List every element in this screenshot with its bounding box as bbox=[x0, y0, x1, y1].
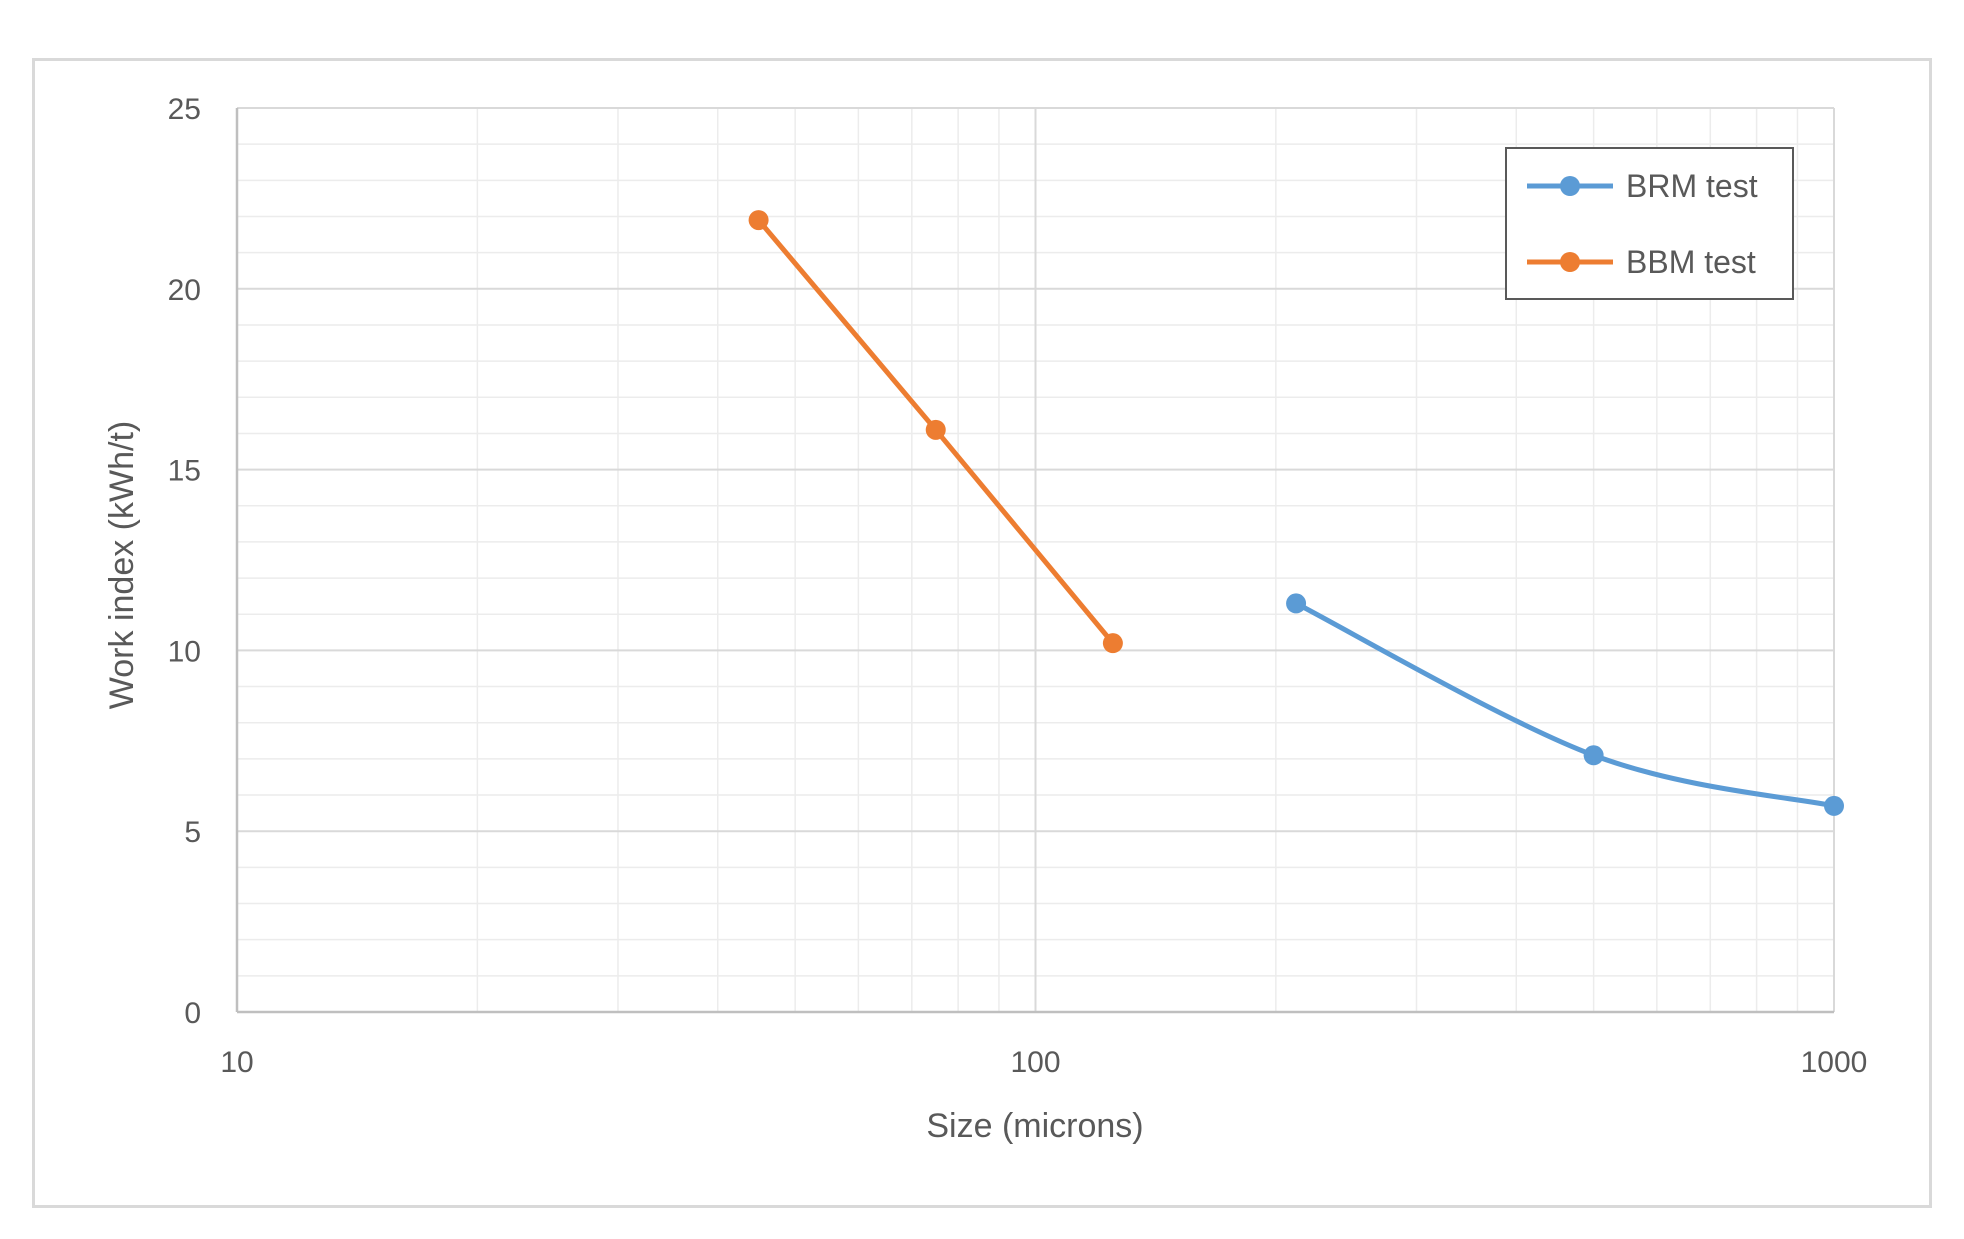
y-tick-label: 10 bbox=[168, 635, 201, 668]
x-axis-title: Size (microns) bbox=[926, 1107, 1143, 1145]
x-tick-label: 10 bbox=[220, 1046, 253, 1079]
legend-entry-brm: BRM test bbox=[1527, 168, 1758, 204]
legend-label-brm: BRM test bbox=[1626, 168, 1758, 204]
series-brm-test bbox=[1286, 593, 1844, 816]
y-tick-label: 0 bbox=[184, 997, 201, 1030]
legend-box bbox=[1505, 147, 1794, 300]
y-tick-label: 15 bbox=[168, 455, 201, 488]
data-point-bbm-test bbox=[925, 419, 946, 440]
data-point-brm-test bbox=[1583, 745, 1604, 766]
legend-label-bbm: BBM test bbox=[1626, 244, 1756, 280]
legend: BRM test BBM test bbox=[1505, 147, 1794, 300]
y-tick-label: 20 bbox=[168, 274, 201, 307]
series-line-brm-test bbox=[1293, 600, 1837, 809]
tick-labels: 0 5 10 15 20 25 10 100 1000 bbox=[168, 93, 1868, 1079]
series-layer bbox=[748, 210, 1844, 816]
series-bbm-test bbox=[748, 210, 1123, 654]
legend-marker-brm bbox=[1560, 176, 1580, 196]
data-point-brm-test bbox=[1824, 795, 1844, 816]
y-axis-title: Work index (kWh/t) bbox=[103, 421, 141, 709]
y-tick-label: 25 bbox=[168, 93, 201, 126]
axes bbox=[235, 108, 1834, 1014]
legend-entry-bbm: BBM test bbox=[1527, 244, 1756, 280]
data-point-bbm-test bbox=[748, 210, 769, 231]
data-point-brm-test bbox=[1286, 593, 1307, 614]
grid-lines bbox=[236, 107, 1835, 1012]
y-tick-label: 5 bbox=[184, 816, 201, 849]
legend-marker-bbm bbox=[1560, 252, 1580, 272]
x-tick-label: 100 bbox=[1010, 1046, 1060, 1079]
data-point-bbm-test bbox=[1102, 633, 1123, 654]
x-tick-label: 1000 bbox=[1801, 1046, 1868, 1079]
